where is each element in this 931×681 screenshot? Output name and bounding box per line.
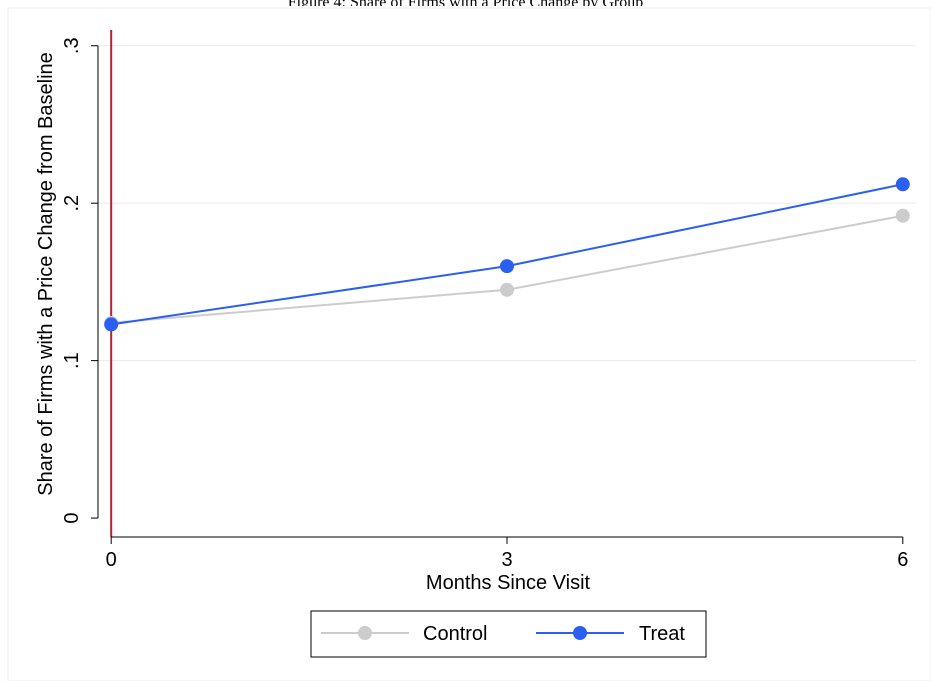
x-tick-label: 6 — [897, 549, 908, 571]
x-tick-label: 3 — [501, 549, 512, 571]
figure-caption-fragment: Figure 4: Share of Firms with a Price Ch… — [0, 0, 931, 6]
y-tick-label: 0 — [61, 513, 83, 524]
y-axis-title: Share of Firms with a Price Change from … — [35, 52, 57, 496]
legend-label: Control — [423, 623, 487, 645]
y-tick-label: .3 — [61, 37, 83, 54]
legend-swatch-marker — [358, 626, 372, 640]
legend-swatch-marker — [573, 626, 587, 640]
data-point-treat — [895, 177, 910, 192]
x-axis-title: Months Since Visit — [426, 572, 591, 594]
grid-lines — [98, 45, 916, 362]
data-point-treat — [500, 259, 514, 274]
data-point-control — [895, 208, 910, 223]
data-point-treat — [104, 317, 119, 332]
x-tick-label: 0 — [106, 549, 117, 571]
y-tick-label: .1 — [61, 352, 83, 369]
legend-label: Treat — [639, 623, 685, 645]
legend: Control Treat — [310, 610, 707, 658]
series-group — [104, 177, 910, 332]
axes: 0 .1 .2 .3 0 3 6 — [61, 37, 908, 571]
y-tick-label: .2 — [61, 195, 83, 212]
data-point-control — [500, 282, 514, 297]
chart-background — [7, 7, 931, 681]
legend-box — [310, 610, 707, 658]
